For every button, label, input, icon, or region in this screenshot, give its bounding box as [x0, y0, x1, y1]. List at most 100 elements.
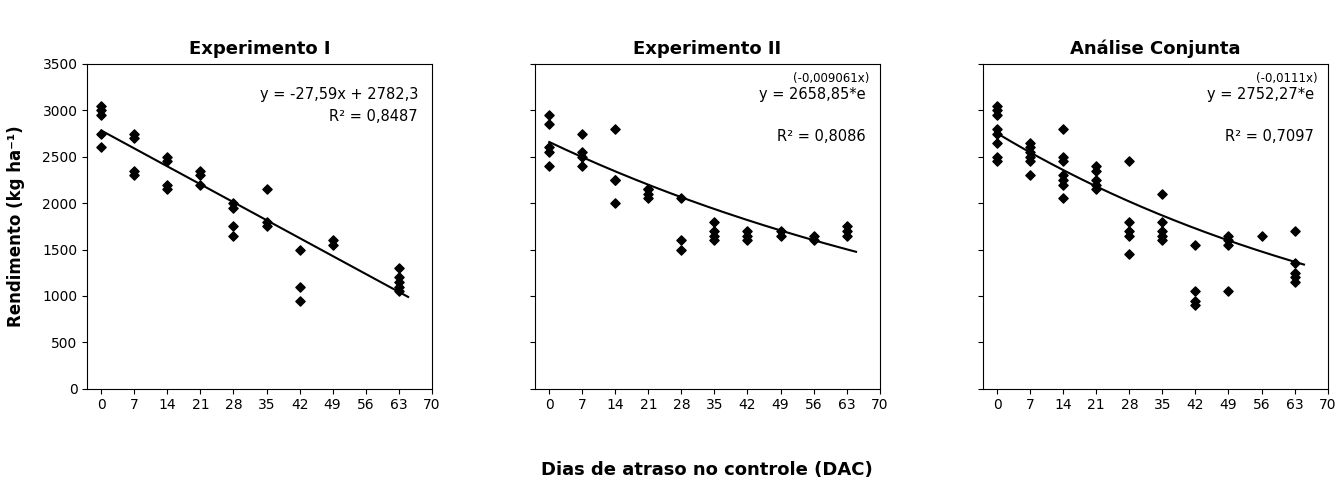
Point	[1218, 241, 1239, 249]
Point	[736, 232, 758, 240]
Point	[223, 204, 244, 212]
Point	[1053, 157, 1074, 165]
Point	[571, 153, 593, 161]
Point	[1184, 297, 1206, 305]
Text: Dias de atraso no controle (DAC): Dias de atraso no controle (DAC)	[540, 461, 873, 479]
Point	[1152, 227, 1173, 235]
Point	[1184, 301, 1206, 309]
Point	[670, 246, 692, 253]
Point	[322, 241, 343, 249]
Point	[638, 190, 660, 198]
Point	[157, 153, 178, 161]
Title: Experimento I: Experimento I	[189, 40, 330, 58]
Point	[704, 232, 725, 240]
Point	[157, 185, 178, 193]
Point	[770, 227, 791, 235]
Point	[987, 157, 1008, 165]
Point	[1283, 278, 1305, 286]
Point	[803, 236, 825, 244]
Point	[1152, 218, 1173, 226]
Point	[1283, 259, 1305, 267]
Point	[571, 162, 593, 170]
Point	[803, 232, 825, 240]
Point	[1019, 148, 1041, 156]
Point	[736, 227, 758, 235]
Point	[1118, 218, 1140, 226]
Point	[1053, 176, 1074, 184]
Point	[223, 222, 244, 230]
Point	[638, 194, 660, 202]
Text: y = 2752,27*e: y = 2752,27*e	[1207, 87, 1314, 102]
Text: (-0,0111x): (-0,0111x)	[1255, 72, 1317, 85]
Point	[704, 227, 725, 235]
Point	[91, 144, 113, 152]
Point	[256, 218, 278, 226]
Point	[987, 129, 1008, 137]
Point	[605, 176, 626, 184]
Point	[1152, 190, 1173, 198]
Point	[539, 111, 561, 119]
Point	[288, 246, 310, 253]
Point	[91, 129, 113, 137]
Point	[987, 139, 1008, 147]
Point	[1019, 171, 1041, 179]
Point	[123, 167, 145, 175]
Point	[1283, 227, 1305, 235]
Point	[835, 222, 857, 230]
Point	[1086, 176, 1108, 184]
Text: R² = 0,8086: R² = 0,8086	[778, 129, 866, 144]
Point	[189, 181, 211, 188]
Point	[1152, 232, 1173, 240]
Point	[1283, 274, 1305, 281]
Text: (-0,009061x): (-0,009061x)	[793, 72, 869, 85]
Point	[91, 106, 113, 114]
Point	[388, 264, 409, 272]
Point	[1053, 153, 1074, 161]
Point	[1184, 241, 1206, 249]
Point	[123, 129, 145, 137]
Point	[1053, 194, 1074, 202]
Point	[1118, 250, 1140, 258]
Point	[1218, 287, 1239, 295]
Point	[123, 134, 145, 142]
Point	[704, 218, 725, 226]
Point	[1053, 125, 1074, 133]
Point	[605, 125, 626, 133]
Point	[1019, 157, 1041, 165]
Point	[736, 236, 758, 244]
Point	[256, 185, 278, 193]
Point	[1118, 232, 1140, 240]
Point	[539, 148, 561, 156]
Point	[1118, 157, 1140, 165]
Point	[987, 111, 1008, 119]
Point	[288, 297, 310, 305]
Point	[571, 129, 593, 137]
Point	[223, 232, 244, 240]
Point	[1019, 144, 1041, 152]
Text: y = -27,59x + 2782,3
R² = 0,8487: y = -27,59x + 2782,3 R² = 0,8487	[260, 87, 418, 124]
Point	[1053, 171, 1074, 179]
Point	[256, 222, 278, 230]
Point	[388, 287, 409, 295]
Point	[1283, 269, 1305, 277]
Point	[1251, 232, 1273, 240]
Point	[1086, 167, 1108, 175]
Point	[322, 236, 343, 244]
Text: y = 2658,85*e: y = 2658,85*e	[759, 87, 866, 102]
Point	[704, 236, 725, 244]
Point	[835, 232, 857, 240]
Point	[605, 199, 626, 207]
Point	[1184, 287, 1206, 295]
Point	[1019, 153, 1041, 161]
Title: Análise Conjunta: Análise Conjunta	[1070, 40, 1240, 58]
Point	[670, 194, 692, 202]
Point	[388, 283, 409, 291]
Point	[638, 185, 660, 193]
Point	[987, 153, 1008, 161]
Point	[157, 181, 178, 188]
Point	[670, 236, 692, 244]
Point	[91, 111, 113, 119]
Point	[91, 102, 113, 110]
Point	[1086, 185, 1108, 193]
Point	[388, 274, 409, 281]
